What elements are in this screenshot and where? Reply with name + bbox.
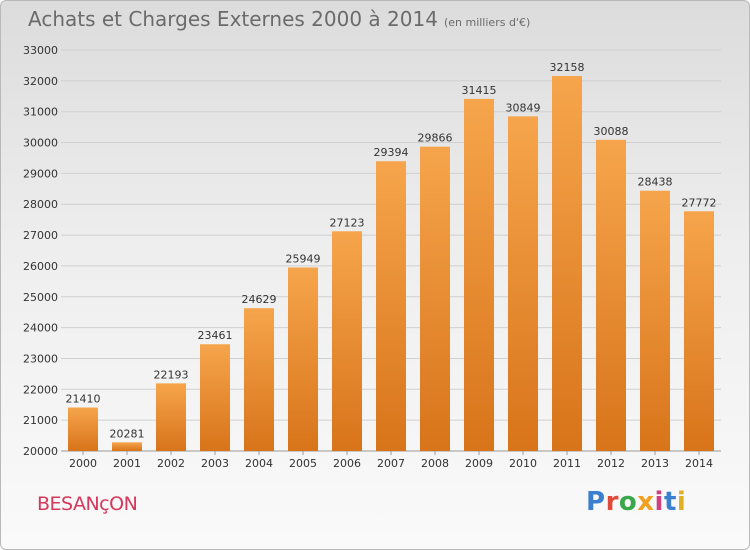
y-tick-label: 23000 bbox=[23, 352, 58, 365]
y-tick-label: 33000 bbox=[23, 44, 58, 57]
bar-value-label: 29394 bbox=[374, 146, 409, 159]
logo-letter: P bbox=[586, 487, 606, 517]
bar-value-label: 30849 bbox=[506, 101, 541, 114]
bar-2004 bbox=[244, 308, 274, 451]
x-tick-label: 2000 bbox=[69, 457, 97, 470]
bar-2002 bbox=[156, 383, 186, 451]
logo-letter: r bbox=[605, 487, 619, 517]
x-tick-label: 2014 bbox=[685, 457, 713, 470]
bar-value-label: 22193 bbox=[154, 368, 189, 381]
logo-letter: t bbox=[663, 487, 677, 517]
bars: 21410 20281 22193 23461 24629 25949 27123 29394… bbox=[66, 61, 717, 452]
y-axis: 20000 21000 22000 23000 24000 25000 26000 27000… bbox=[23, 44, 58, 458]
x-tick-label: 2004 bbox=[245, 457, 273, 470]
bar-2013 bbox=[640, 190, 670, 451]
bar-2010 bbox=[508, 116, 538, 452]
proxiti-logo[interactable]: Proxiti bbox=[586, 487, 686, 517]
bar-value-label: 28438 bbox=[638, 176, 673, 189]
bar-value-label: 31415 bbox=[462, 84, 497, 97]
x-tick-label: 2006 bbox=[333, 457, 361, 470]
bar-2001 bbox=[112, 442, 142, 451]
x-tick-label: 2008 bbox=[421, 457, 449, 470]
bar-2014 bbox=[684, 211, 714, 451]
bar-value-label: 20281 bbox=[110, 427, 145, 440]
x-tick-label: 2003 bbox=[201, 457, 229, 470]
bar-value-label: 30088 bbox=[594, 125, 629, 138]
bar-value-label: 27123 bbox=[330, 216, 365, 229]
x-tick-label: 2012 bbox=[597, 457, 625, 470]
y-tick-label: 27000 bbox=[23, 229, 58, 242]
chart-title: Achats et Charges Externes 2000 à 2014 (e… bbox=[28, 7, 530, 31]
y-tick-label: 31000 bbox=[23, 106, 58, 119]
chart-unit: (en milliers d'€) bbox=[443, 16, 531, 29]
bar-2003 bbox=[200, 344, 230, 451]
bar-value-label: 21410 bbox=[66, 393, 101, 406]
x-tick-label: 2013 bbox=[641, 457, 669, 470]
y-tick-label: 29000 bbox=[23, 167, 58, 180]
bar-2009 bbox=[464, 98, 494, 452]
bar-2008 bbox=[420, 146, 450, 451]
x-tick-label: 2001 bbox=[113, 457, 141, 470]
bar-2012 bbox=[596, 139, 626, 451]
y-tick-label: 32000 bbox=[23, 75, 58, 88]
logo-letter: i bbox=[676, 487, 687, 517]
logo-letter: x bbox=[637, 487, 655, 517]
x-tick-label: 2002 bbox=[157, 457, 185, 470]
bar-2007 bbox=[376, 161, 406, 451]
x-axis: 2000 2001 2002 2003 2004 2005 2006 2007 2008 2009… bbox=[69, 451, 713, 470]
bar-2011 bbox=[552, 75, 582, 451]
y-tick-label: 30000 bbox=[23, 137, 58, 150]
bar-value-label: 25949 bbox=[286, 252, 321, 265]
y-tick-label: 24000 bbox=[23, 322, 58, 335]
y-tick-label: 21000 bbox=[23, 414, 58, 427]
y-tick-label: 28000 bbox=[23, 198, 58, 211]
x-tick-label: 2007 bbox=[377, 457, 405, 470]
x-tick-label: 2010 bbox=[509, 457, 537, 470]
logo-letter: i bbox=[654, 487, 664, 517]
bar-value-label: 29866 bbox=[418, 132, 453, 145]
bar-value-label: 27772 bbox=[682, 196, 717, 209]
x-tick-label: 2011 bbox=[553, 457, 581, 470]
y-tick-label: 26000 bbox=[23, 260, 58, 273]
chart-title-text: Achats et Charges Externes 2000 à 2014 bbox=[28, 7, 438, 31]
bar-2005 bbox=[288, 267, 318, 451]
bar-value-label: 24629 bbox=[242, 293, 277, 306]
x-tick-label: 2009 bbox=[465, 457, 493, 470]
y-tick-label: 25000 bbox=[23, 291, 58, 304]
bar-value-label: 23461 bbox=[198, 329, 233, 342]
city-name: BESANçON bbox=[37, 493, 138, 515]
bar-value-label: 32158 bbox=[550, 61, 585, 74]
y-tick-label: 22000 bbox=[23, 383, 58, 396]
bar-2000 bbox=[68, 407, 98, 451]
logo-letter: o bbox=[618, 487, 638, 517]
bar-2006 bbox=[332, 231, 362, 451]
x-tick-label: 2005 bbox=[289, 457, 317, 470]
y-tick-label: 20000 bbox=[23, 445, 58, 458]
